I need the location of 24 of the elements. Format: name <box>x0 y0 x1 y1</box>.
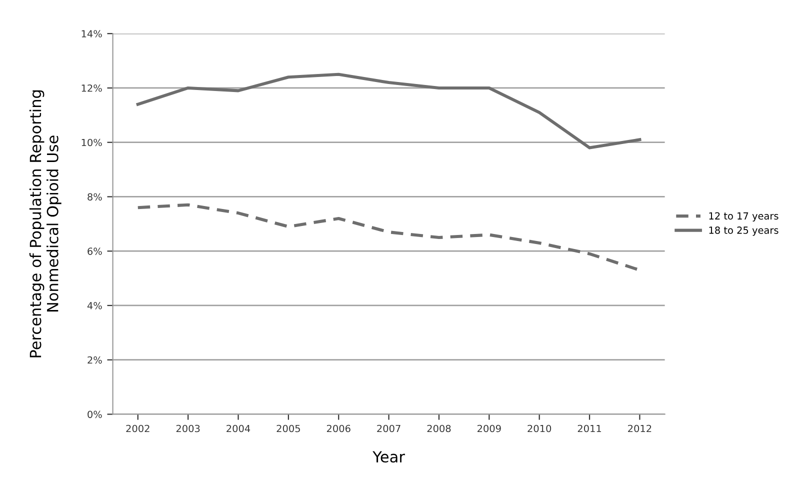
y-tick-label: 0% <box>88 410 102 418</box>
y-tick-label: 6% <box>88 248 102 255</box>
x-tick-label: 2008 <box>427 424 451 432</box>
y-tick-label: 10% <box>82 138 102 146</box>
x-tick-label: 2011 <box>578 424 601 432</box>
x-tick-label: 2002 <box>126 424 150 432</box>
legend-label: 12 to 17 years <box>709 212 778 222</box>
legend-label: 18 to 25 years <box>709 226 778 236</box>
y-tick-label: 12% <box>82 84 102 92</box>
line-series <box>136 72 642 150</box>
x-tick-label: 2006 <box>326 424 350 432</box>
y-axis-title: Percentage of Population Reporting Nonmedical Opioid Use <box>29 90 62 358</box>
x-tick-label: 2003 <box>176 424 200 432</box>
x-tick-label: 2010 <box>528 424 552 432</box>
x-axis-title: Year <box>372 451 405 463</box>
x-tick-label: 2005 <box>276 424 300 432</box>
x-tick-label: 2007 <box>377 424 400 432</box>
y-tick-label: 2% <box>88 356 102 364</box>
x-tick-label: 2012 <box>628 424 652 432</box>
y-tick-label: 8% <box>88 193 102 201</box>
x-tick-label: 2009 <box>478 424 501 432</box>
x-tick-label: 2004 <box>226 424 250 432</box>
y-tick-label: 4% <box>87 302 102 310</box>
y-tick-label: 14% <box>82 30 102 38</box>
